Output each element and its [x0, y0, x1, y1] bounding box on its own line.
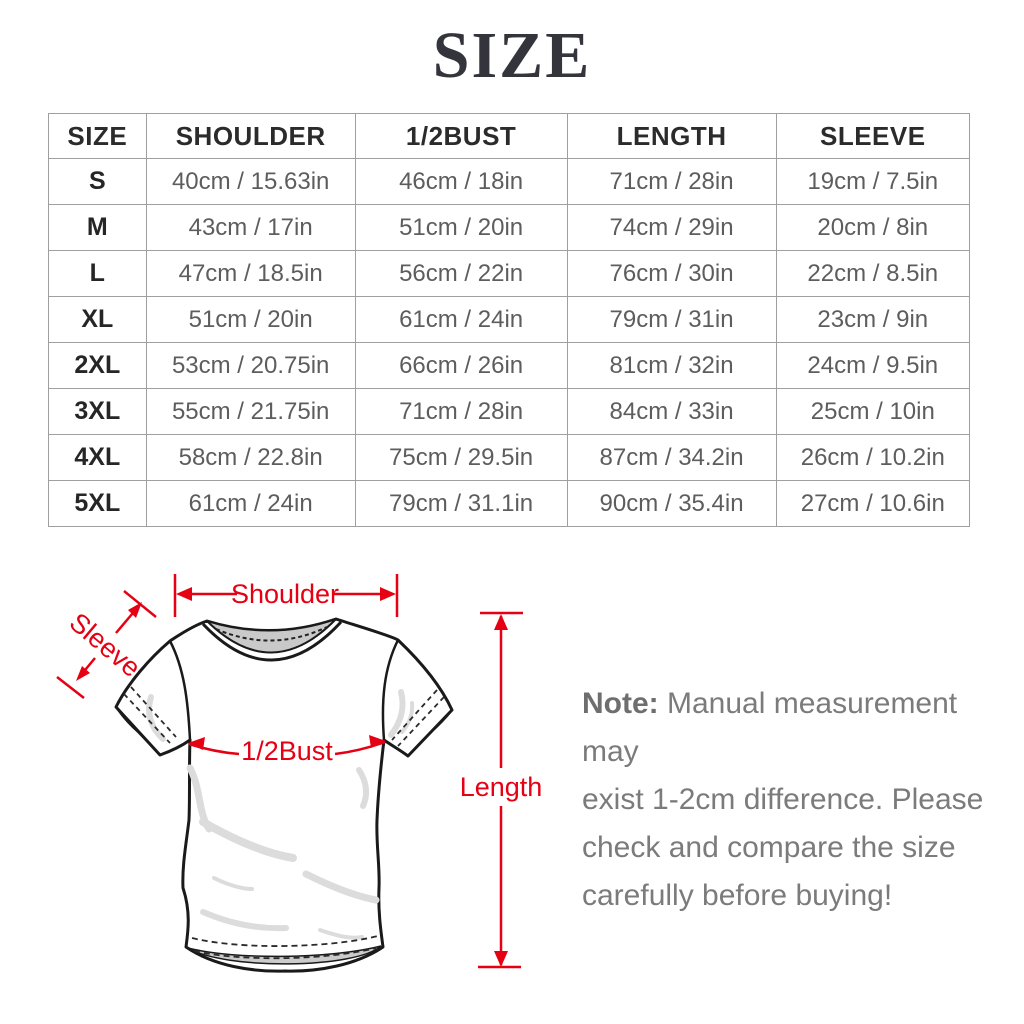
measurement-cell: 71cm / 28in [354, 388, 568, 435]
measurement-cell: 76cm / 30in [566, 250, 777, 297]
measurement-cell: 43cm / 17in [145, 204, 356, 251]
measurement-cell: 61cm / 24in [145, 480, 356, 527]
measurement-cell: 51cm / 20in [354, 204, 568, 251]
measurement-cell: 79cm / 31in [566, 296, 777, 343]
note-line-text: Manual measurement may [582, 687, 958, 768]
measurement-cell: 27cm / 10.6in [775, 480, 971, 527]
table-row: S 40cm / 15.63in 46cm / 18in 71cm / 28in 19c… [48, 158, 971, 205]
measurement-cell: 53cm / 20.75in [145, 342, 356, 389]
measurement-cell: 58cm / 22.8in [145, 434, 356, 481]
sleeve-label: Sleeve [64, 607, 147, 683]
measurement-cell: 66cm / 26in [354, 342, 568, 389]
collar-inner [206, 618, 337, 654]
measurement-cell: 75cm / 29.5in [354, 434, 568, 481]
size-cell: L [48, 250, 147, 297]
header-size: SIZE [48, 113, 147, 159]
tshirt-body [114, 617, 454, 973]
measurement-note: Note: Manual measurement may exist 1-2cm… [582, 680, 992, 920]
right-cuff [407, 709, 453, 757]
measurement-cell: 51cm / 20in [145, 296, 356, 343]
header-sleeve: SLEEVE [775, 113, 971, 159]
measurement-cell: 55cm / 21.75in [145, 388, 356, 435]
measurement-cell: 61cm / 24in [354, 296, 568, 343]
collar-stitch [215, 626, 328, 642]
measurement-cell: 90cm / 35.4in [566, 480, 777, 527]
wrinkle-shading [146, 689, 415, 940]
size-cell: 2XL [48, 342, 147, 389]
right-sleeve-seam [381, 639, 400, 741]
header-row: SIZE SHOULDER 1/2BUST LENGTH SLEEVE [48, 113, 971, 159]
size-table-body: S 40cm / 15.63in 46cm / 18in 71cm / 28in 19c… [48, 158, 971, 527]
measurement-cell: 87cm / 34.2in [566, 434, 777, 481]
measurement-cell: 56cm / 22in [354, 250, 568, 297]
size-cell: XL [48, 296, 147, 343]
measurement-cell: 23cm / 9in [775, 296, 971, 343]
length-measure: Length [460, 611, 543, 969]
hem-fold [187, 945, 382, 965]
measurement-cell: 20cm / 8in [775, 204, 971, 251]
measurement-cell: 74cm / 29in [566, 204, 777, 251]
length-label: Length [460, 772, 543, 802]
page-title: SIZE [432, 19, 592, 92]
bust-measure: 1/2Bust [188, 735, 386, 766]
size-cell: M [48, 204, 147, 251]
shoulder-measure: Shoulder [173, 574, 399, 617]
note-line: check and compare the size [582, 831, 956, 864]
bust-label: 1/2Bust [241, 736, 333, 766]
size-cell: 5XL [48, 480, 147, 527]
size-cell: 4XL [48, 434, 147, 481]
front-neckline [201, 620, 343, 662]
header-bust: 1/2BUST [354, 113, 568, 159]
table-row: M 43cm / 17in 51cm / 20in 74cm / 29in 20cm /… [48, 204, 971, 251]
size-table: SIZE SHOULDER 1/2BUST LENGTH SLEEVE S 40c… [48, 113, 971, 527]
table-row: L 47cm / 18.5in 56cm / 22in 76cm / 30in 22cm… [48, 250, 971, 297]
table-row: 4XL 58cm / 22.8in 75cm / 29.5in 87cm / 34.2… [48, 434, 971, 481]
left-cuff [115, 706, 161, 756]
table-row: XL 51cm / 20in 61cm / 24in 79cm / 31in 23cm … [48, 296, 971, 343]
note-line: carefully before buying! [582, 879, 893, 912]
note-line: Note: Manual measurement may [582, 680, 992, 776]
shoulder-label: Shoulder [231, 579, 339, 609]
size-table-header: SIZE SHOULDER 1/2BUST LENGTH SLEEVE [48, 113, 971, 159]
header-shoulder: SHOULDER [145, 113, 356, 159]
measurement-cell: 46cm / 18in [354, 158, 568, 205]
table-row: 2XL 53cm / 20.75in 66cm / 26in 81cm / 32in 2… [48, 342, 971, 389]
size-cell: S [48, 158, 147, 205]
tshirt-illustration [114, 617, 454, 973]
measurement-cell: 81cm / 32in [566, 342, 777, 389]
note-line: exist 1-2cm difference. Please [582, 783, 984, 816]
hem-stitches [191, 935, 379, 960]
table-row: 5XL 61cm / 24in 79cm / 31.1in 90cm / 35.4in… [48, 480, 971, 527]
left-sleeve-seam [168, 640, 192, 741]
cuff-stitches [123, 686, 445, 747]
size-cell: 3XL [48, 388, 147, 435]
measurement-cell: 25cm / 10in [775, 388, 971, 435]
table-row: 3XL 55cm / 21.75in 71cm / 28in 84cm / 33in 2… [48, 388, 971, 435]
measurement-cell: 47cm / 18.5in [145, 250, 356, 297]
measurement-cell: 19cm / 7.5in [775, 158, 971, 205]
measurement-cell: 84cm / 33in [566, 388, 777, 435]
note-label: Note: [582, 687, 659, 720]
